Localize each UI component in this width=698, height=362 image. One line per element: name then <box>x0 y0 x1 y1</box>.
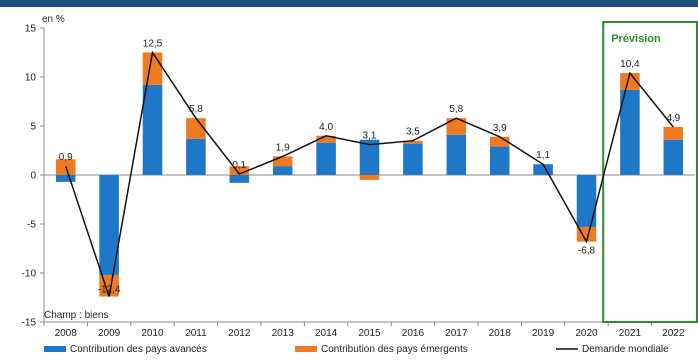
legend-label: Demande mondiale <box>582 344 669 355</box>
legend-label: Contribution des pays avancés <box>70 344 207 355</box>
x-tick-label: 2012 <box>228 328 251 339</box>
x-tick-label: 2010 <box>141 328 164 339</box>
data-label: 3,5 <box>406 127 420 138</box>
x-tick-label: 2016 <box>402 328 425 339</box>
x-tick-label: 2014 <box>315 328 338 339</box>
legend-swatch <box>44 346 66 352</box>
data-label: 3,1 <box>363 131 377 142</box>
bar-advanced <box>186 139 206 175</box>
data-label: -6,8 <box>578 246 596 257</box>
x-tick-label: 2019 <box>532 328 555 339</box>
y-tick-label: -10 <box>22 269 37 280</box>
y-tick-label: 10 <box>25 73 37 84</box>
data-label: 4,9 <box>666 113 680 124</box>
bar-advanced <box>533 164 553 175</box>
bar-advanced <box>490 147 510 175</box>
x-tick-label: 2022 <box>662 328 685 339</box>
bar-advanced <box>143 85 163 175</box>
bar-advanced <box>447 135 467 175</box>
y-tick-label: 0 <box>30 171 36 182</box>
x-tick-label: 2009 <box>98 328 121 339</box>
bar-advanced <box>230 175 250 183</box>
y-tick-label: -15 <box>22 318 37 329</box>
data-label: 4,0 <box>319 122 333 133</box>
x-tick-label: 2021 <box>619 328 642 339</box>
data-label: 3,9 <box>493 123 507 134</box>
legend-swatch <box>295 346 317 352</box>
x-tick-label: 2013 <box>272 328 295 339</box>
data-label: 12,5 <box>143 39 163 50</box>
bar-advanced <box>273 166 293 175</box>
bar-emerging <box>186 118 206 139</box>
x-tick-label: 2015 <box>358 328 381 339</box>
x-tick-label: 2018 <box>489 328 512 339</box>
y-tick-label: 15 <box>25 24 37 35</box>
bar-advanced <box>403 144 423 175</box>
x-tick-label: 2008 <box>55 328 78 339</box>
data-label: 5,8 <box>449 104 463 115</box>
data-label: 0,9 <box>59 152 73 163</box>
x-tick-label: 2020 <box>575 328 598 339</box>
bar-advanced <box>56 175 76 182</box>
data-label: 0,1 <box>232 160 246 171</box>
forecast-label: Prévision <box>611 33 661 45</box>
bar-emerging <box>143 53 163 85</box>
x-tick-label: 2017 <box>445 328 468 339</box>
unit-label: en % <box>42 14 65 25</box>
bar-advanced <box>316 143 336 175</box>
y-axis: 15 10 5 0 -5 -10 -15 <box>22 24 44 329</box>
bar-advanced <box>664 140 684 175</box>
legend: Contribution des pays avancés Contributio… <box>44 344 669 355</box>
data-label: 1,9 <box>276 142 290 153</box>
x-tick-label: 2011 <box>185 328 207 339</box>
bar-emerging <box>360 175 380 180</box>
data-label: 5,8 <box>189 104 203 115</box>
bar-emerging <box>664 127 684 140</box>
y-tick-label: 5 <box>30 122 36 133</box>
data-label: 1,1 <box>536 150 550 161</box>
scope-note: Champ : biens <box>44 310 108 321</box>
y-tick-label: -5 <box>27 220 36 231</box>
bar-emerging <box>273 156 293 166</box>
legend-label: Contribution des pays émergents <box>321 344 468 355</box>
data-label: -12,4 <box>98 285 121 296</box>
data-label: 10,4 <box>620 59 640 70</box>
bar-advanced <box>577 175 597 227</box>
